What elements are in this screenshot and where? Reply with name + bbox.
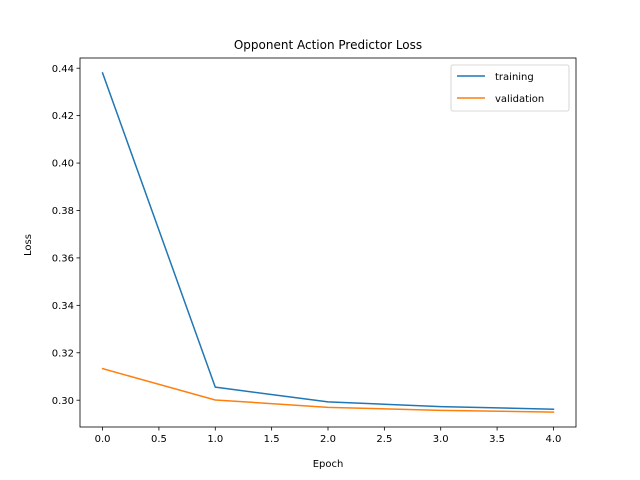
x-axis-label: Epoch (313, 459, 344, 470)
legend-label-validation: validation (495, 94, 544, 105)
x-tick-label: 3.5 (489, 434, 505, 445)
y-tick-label: 0.32 (52, 348, 74, 359)
x-tick-label: 3.0 (433, 434, 449, 445)
y-tick-label: 0.30 (52, 396, 74, 407)
y-tick-label: 0.42 (52, 111, 74, 122)
x-tick-label: 1.0 (207, 434, 223, 445)
y-tick-label: 0.40 (52, 159, 74, 170)
plot-area: 0.0 0.5 1.0 1.5 2.0 2.5 3.0 3.5 4.0 0.30 0.32 0.34 0… (52, 57, 577, 445)
y-tick-label: 0.44 (52, 64, 74, 75)
x-tick-label: 1.5 (264, 434, 280, 445)
x-tick-label: 2.5 (376, 434, 392, 445)
y-tick-label: 0.38 (52, 206, 74, 217)
y-tick-label: 0.34 (52, 301, 74, 312)
y-axis-label: Loss (23, 234, 34, 256)
series-line-validation (101, 367, 555, 413)
chart-title: Opponent Action Predictor Loss (234, 38, 422, 52)
x-tick-label: 0.5 (151, 434, 167, 445)
x-tick-label: 4.0 (546, 434, 562, 445)
series-line-training (101, 71, 555, 410)
legend-label-training: training (495, 72, 534, 83)
x-tick-label: 0.0 (95, 434, 111, 445)
x-tick-label: 2.0 (320, 434, 336, 445)
y-tick-label: 0.36 (52, 254, 74, 265)
